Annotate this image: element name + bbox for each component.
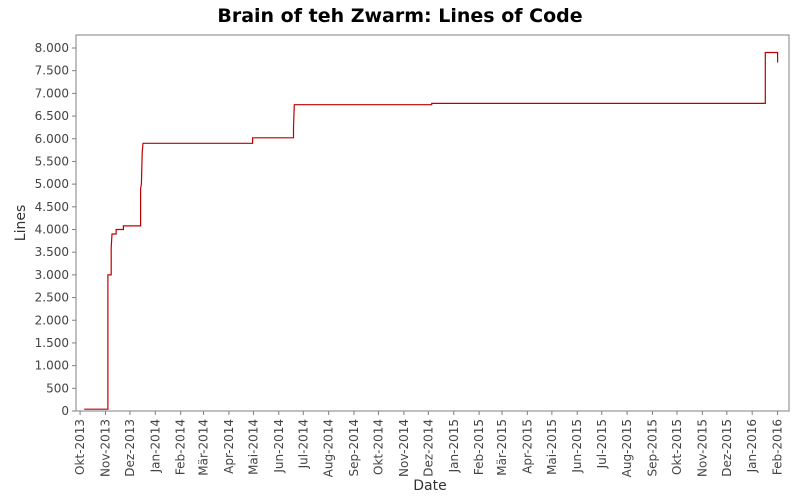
x-tick-label: Feb-2014 [174,419,188,475]
x-tick-label: Jul-2014 [296,419,310,469]
y-tick-label: 4.500 [35,200,69,214]
y-axis-label: Lines [13,205,29,241]
x-tick-label: Feb-2016 [771,419,785,475]
x-tick-label: Okt-2014 [372,419,386,475]
plot-area [75,34,790,412]
y-tick-label: 1.500 [35,336,69,350]
chart-title: Brain of teh Zwarm: Lines of Code [217,5,582,27]
x-axis: Okt-2013 Nov-2013 Dez-2013 Jan-2014 Feb-2014… [73,411,785,477]
x-tick-label: Jun-2015 [570,419,584,474]
y-tick-label: 7.000 [35,86,69,100]
series-line-lines-of-code [84,51,779,410]
x-tick-label: Dez-2013 [123,419,137,477]
x-tick-label: Apr-2014 [222,419,236,474]
x-tick-label: Aug-2014 [322,419,336,477]
x-tick-label: Aug-2015 [620,419,634,477]
x-axis-label: Date [413,478,446,494]
x-tick-label: Nov-2014 [397,419,411,477]
x-tick-label: Nov-2013 [98,419,112,477]
x-tick-label: Jul-2015 [595,419,609,469]
x-tick-label: Mär-2015 [495,419,509,476]
y-tick-label: 7.500 [35,64,69,78]
x-tick-label: Dez-2014 [421,419,435,477]
y-tick-label: 3.500 [35,245,69,259]
x-tick-label: Mai-2015 [545,419,559,475]
y-tick-label: 0 [61,404,69,418]
y-tick-label: 6.000 [35,132,69,146]
y-tick-label: 5.500 [35,154,69,168]
x-tick-label: Okt-2013 [73,419,87,475]
x-tick-label: Dez-2015 [720,419,734,477]
y-tick-label: 6.500 [35,109,69,123]
y-axis: 0 500 1.000 1.500 2.000 2.500 3.000 3.500 4.000 4… [35,41,76,418]
y-tick-label: 4.000 [35,223,69,237]
y-tick-label: 5.000 [35,177,69,191]
x-tick-label: Mai-2014 [246,419,260,475]
x-tick-label: Jan-2015 [447,419,461,473]
x-tick-label: Nov-2015 [695,419,709,477]
x-tick-label: Sep-2014 [347,419,361,477]
y-tick-label: 3.000 [35,268,69,282]
y-tick-label: 2.000 [35,313,69,327]
x-tick-label: Sep-2015 [645,419,659,477]
y-tick-label: 8.000 [35,41,69,55]
x-tick-label: Feb-2015 [472,419,486,475]
x-tick-label: Jan-2014 [148,419,162,473]
x-tick-label: Jan-2016 [745,419,759,473]
x-tick-label: Mär-2014 [197,419,211,476]
x-tick-label: Jun-2014 [272,419,286,474]
x-tick-label: Apr-2015 [520,419,534,474]
y-tick-label: 2.500 [35,291,69,305]
y-tick-label: 1.000 [35,359,69,373]
y-tick-label: 500 [46,381,69,395]
x-tick-label: Okt-2015 [670,419,684,475]
